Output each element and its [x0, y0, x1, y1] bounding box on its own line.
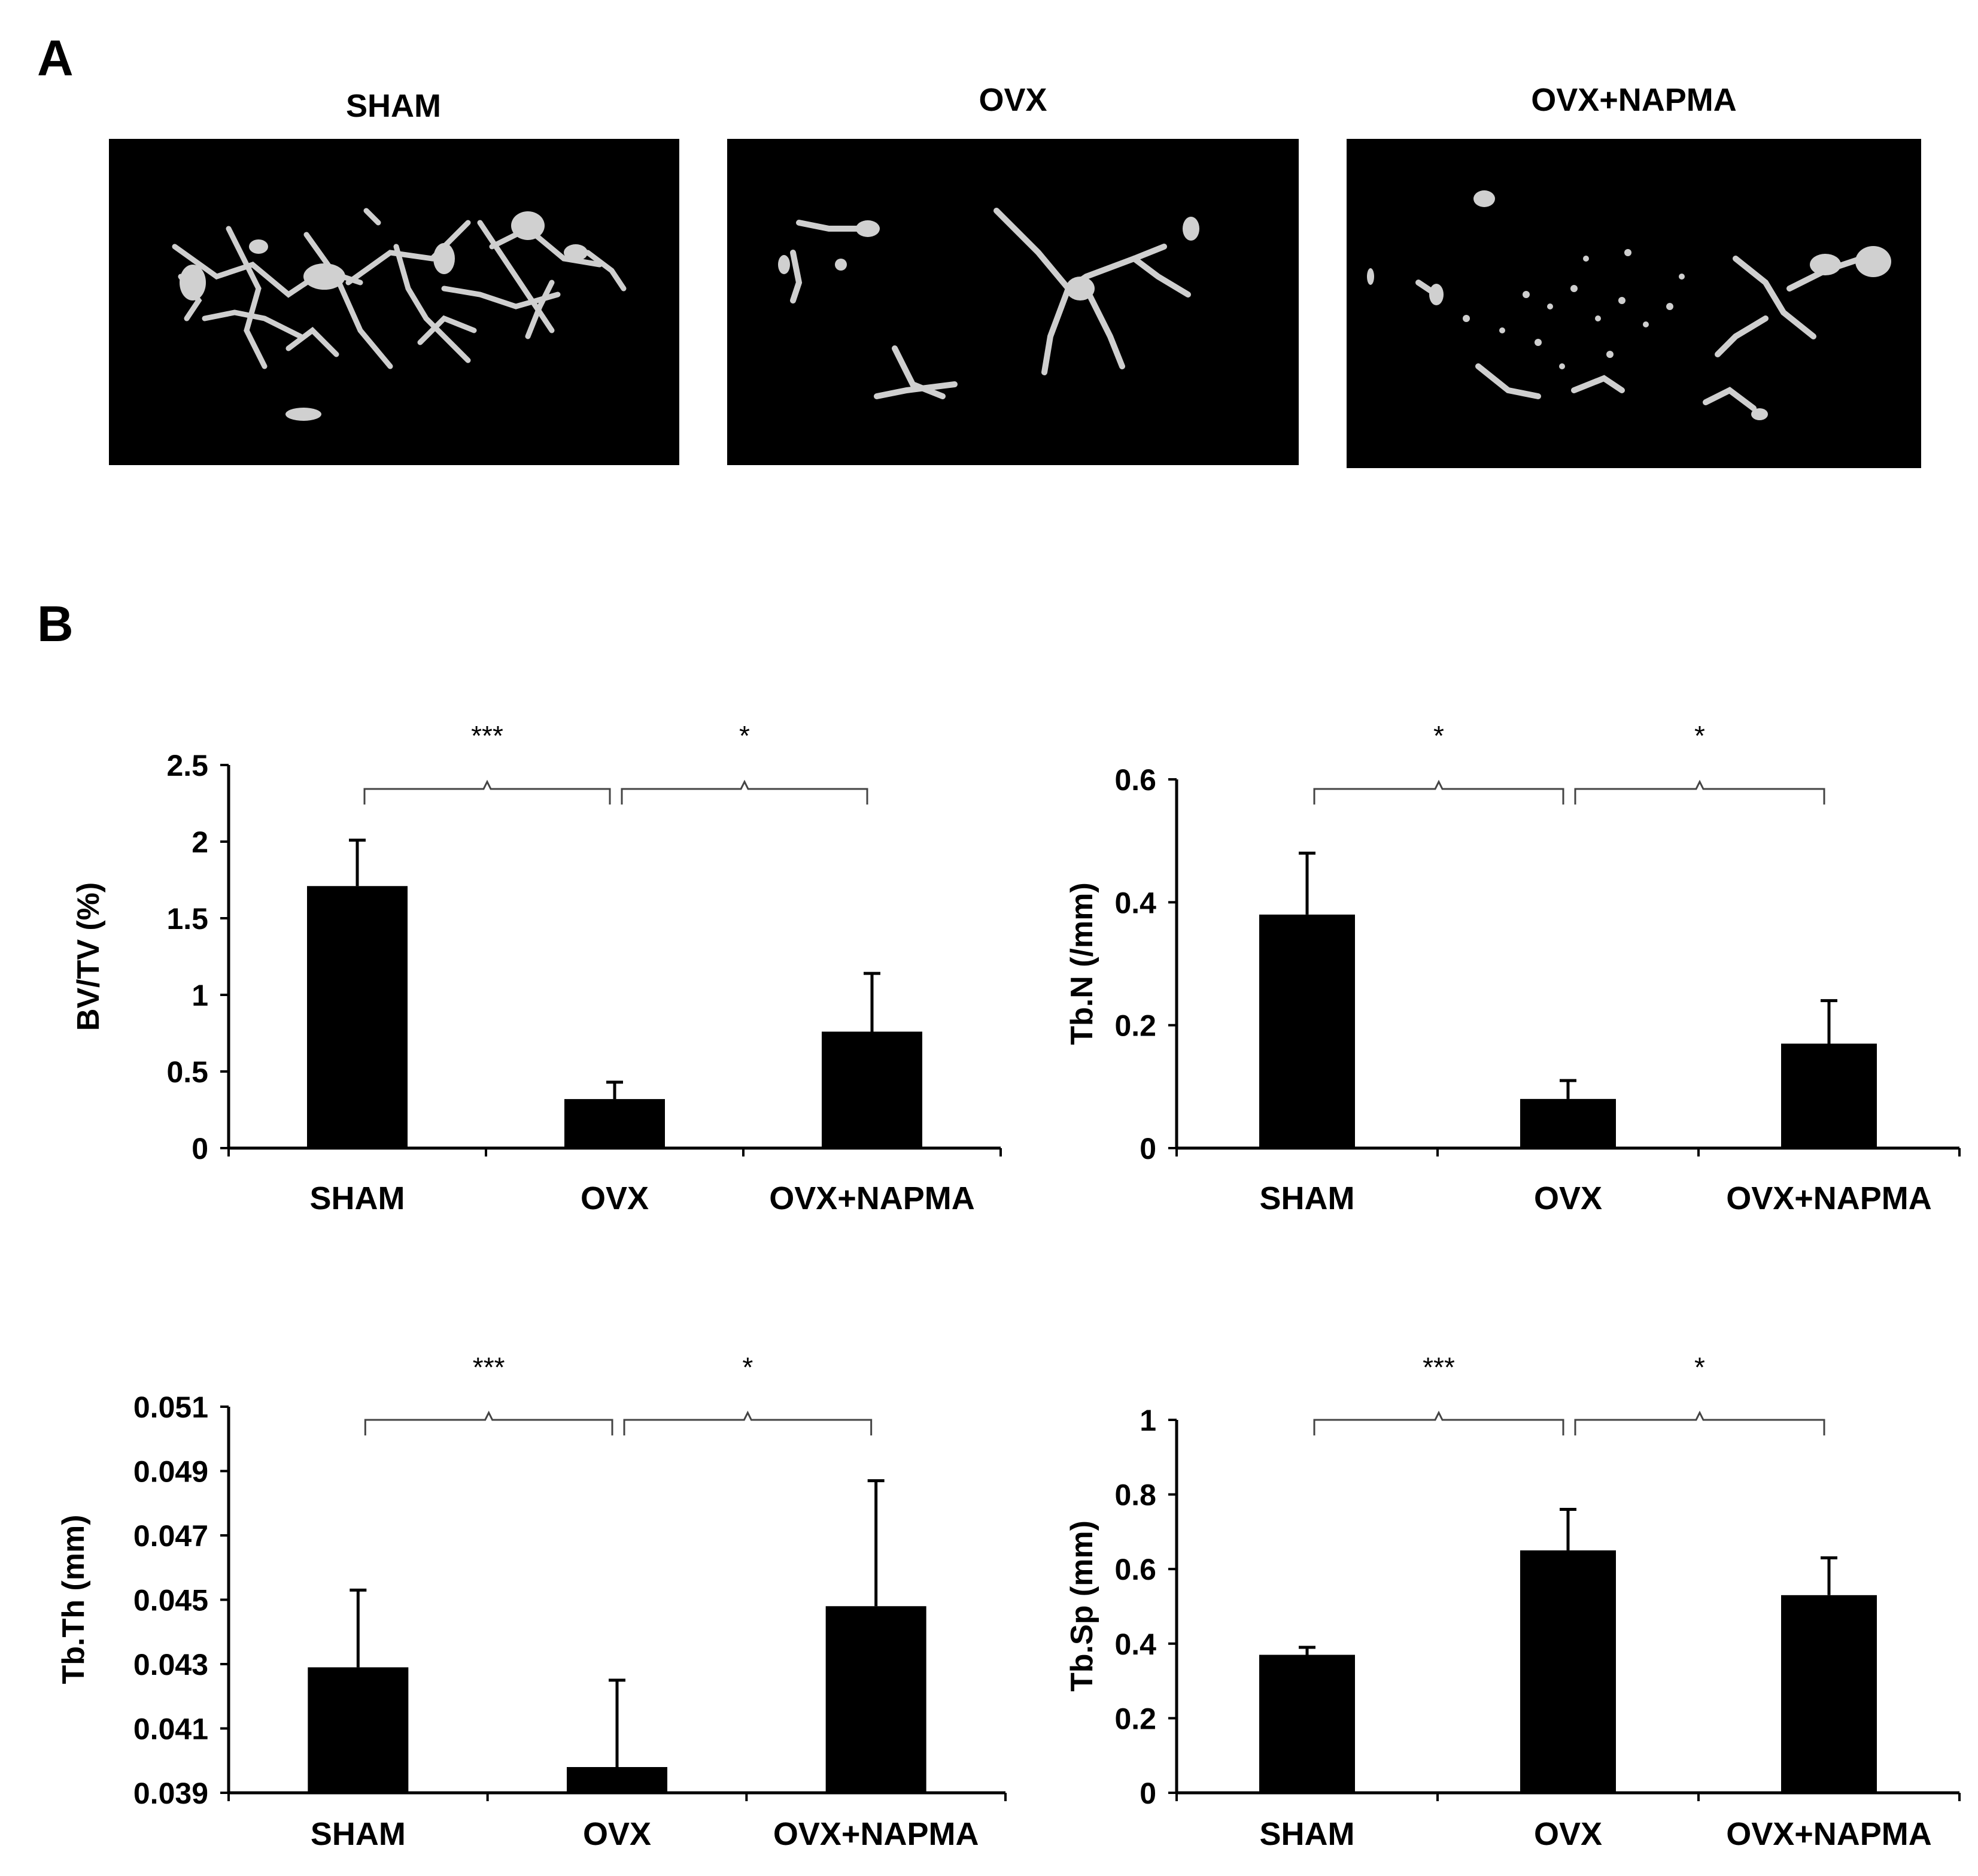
- y-tick-label: 0.041: [133, 1713, 208, 1746]
- y-tick-label: 0: [1140, 1132, 1156, 1165]
- image-title-sham: SHAM: [346, 88, 441, 124]
- bar-sham: [308, 1667, 409, 1793]
- bar-ovx-napma: [822, 1031, 922, 1148]
- category-label: OVX+NAPMA: [1726, 1816, 1932, 1852]
- image-title-ovx-napma: OVX+NAPMA: [1531, 82, 1737, 118]
- y-axis-title: Tb.Th (mm): [56, 1514, 91, 1684]
- microct-image-ovx: [727, 139, 1299, 465]
- y-tick-label: 0.4: [1114, 886, 1156, 919]
- y-axis-title: Tb.N (/mm): [1065, 882, 1099, 1045]
- y-axis-title: Tb.Sp (mm): [1065, 1520, 1099, 1692]
- significance-bracket: [1574, 1410, 1825, 1435]
- significance-label: *: [1433, 720, 1444, 751]
- y-tick-label: 0.4: [1114, 1628, 1156, 1661]
- y-tick-label: 0.6: [1114, 1553, 1156, 1586]
- y-tick-label: 2.5: [166, 749, 208, 782]
- y-tick-label: 1: [1140, 1404, 1156, 1437]
- y-tick-label: 1: [192, 979, 208, 1012]
- y-tick-label: 0: [1140, 1777, 1156, 1810]
- y-tick-label: 0.049: [133, 1455, 208, 1489]
- significance-bracket: [623, 1410, 873, 1435]
- category-label: OVX: [1534, 1180, 1602, 1216]
- microct-image-ovx-napma: [1347, 139, 1921, 468]
- significance-label: ***: [1423, 1352, 1455, 1383]
- significance-bracket: [1313, 779, 1564, 805]
- y-tick-label: 0.2: [1114, 1009, 1156, 1043]
- bar-ovx-napma: [1781, 1595, 1877, 1793]
- y-tick-label: 0.045: [133, 1584, 208, 1617]
- y-tick-label: 0.039: [133, 1777, 208, 1810]
- category-label: SHAM: [1260, 1816, 1355, 1852]
- y-tick-label: 0.051: [133, 1391, 208, 1424]
- bar-ovx: [1520, 1550, 1616, 1793]
- significance-label: ***: [471, 720, 503, 751]
- bar-sham: [307, 886, 408, 1148]
- significance-bracket: [364, 1410, 613, 1435]
- significance-label: ***: [473, 1352, 505, 1383]
- category-label: OVX+NAPMA: [773, 1816, 979, 1852]
- category-label: OVX+NAPMA: [769, 1180, 975, 1216]
- significance-bracket: [363, 779, 611, 805]
- y-tick-label: 0.043: [133, 1648, 208, 1681]
- y-axis-title: BV/TV (%): [71, 882, 106, 1031]
- bar-sham: [1259, 1655, 1355, 1793]
- significance-label: *: [742, 1352, 753, 1383]
- bar-ovx: [564, 1099, 665, 1148]
- image-title-ovx: OVX: [979, 82, 1047, 118]
- y-tick-label: 1.5: [166, 902, 208, 936]
- significance-label: *: [1694, 1352, 1705, 1383]
- bar-ovx: [567, 1767, 667, 1793]
- bar-ovx-napma: [825, 1606, 926, 1793]
- y-tick-label: 2: [192, 825, 208, 859]
- y-tick-label: 0.6: [1114, 763, 1156, 797]
- panel-a-letter: A: [37, 30, 74, 86]
- microct-image-sham: [109, 139, 679, 465]
- significance-bracket: [1313, 1410, 1564, 1435]
- y-tick-label: 0: [192, 1132, 208, 1165]
- bar-sham: [1259, 914, 1355, 1148]
- category-label: SHAM: [1260, 1180, 1355, 1216]
- significance-bracket: [1574, 779, 1825, 805]
- category-label: SHAM: [311, 1816, 406, 1852]
- y-tick-label: 0.8: [1114, 1479, 1156, 1512]
- y-tick-label: 0.047: [133, 1519, 208, 1553]
- category-label: OVX: [583, 1816, 651, 1852]
- significance-bracket: [621, 779, 868, 805]
- y-tick-label: 0.2: [1114, 1702, 1156, 1735]
- category-label: OVX: [1534, 1816, 1602, 1852]
- bar-ovx: [1520, 1098, 1616, 1148]
- category-label: OVX: [581, 1180, 649, 1216]
- significance-label: *: [1694, 720, 1705, 751]
- category-label: SHAM: [310, 1180, 405, 1216]
- significance-label: *: [739, 720, 750, 751]
- y-tick-label: 0.5: [166, 1055, 208, 1089]
- panel-b-letter: B: [37, 596, 74, 652]
- bar-ovx-napma: [1781, 1043, 1877, 1148]
- category-label: OVX+NAPMA: [1726, 1180, 1932, 1216]
